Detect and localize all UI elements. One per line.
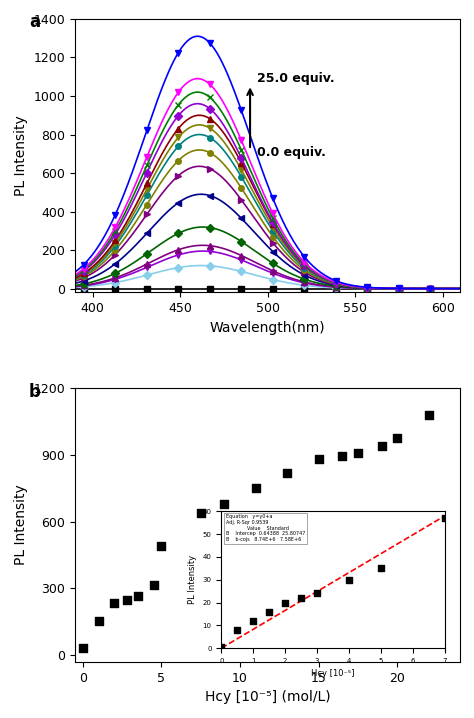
Point [150,579,157,591]
Point [252,482,260,494]
Point [283,467,291,478]
Text: 0.0 equiv.: 0.0 equiv. [257,146,326,159]
Text: b: b [29,383,41,401]
Point [95,615,102,626]
Point [110,597,118,609]
Text: 25.0 equiv.: 25.0 equiv. [257,73,335,85]
Point [315,454,322,465]
Point [79,643,87,654]
Point [354,447,362,459]
Point [378,440,385,452]
Point [158,541,165,552]
Y-axis label: PL Intensity: PL Intensity [14,485,28,565]
Point [123,594,131,605]
Y-axis label: PL Intensity: PL Intensity [14,116,28,196]
Point [338,450,346,462]
Point [134,590,142,602]
X-axis label: Hcy [10⁻⁵] (mol/L): Hcy [10⁻⁵] (mol/L) [205,690,330,704]
Point [393,432,401,444]
Point [220,498,228,510]
Text: a: a [29,14,40,32]
Point [425,409,432,421]
Point [197,507,205,518]
X-axis label: Wavelength(nm): Wavelength(nm) [210,321,325,335]
